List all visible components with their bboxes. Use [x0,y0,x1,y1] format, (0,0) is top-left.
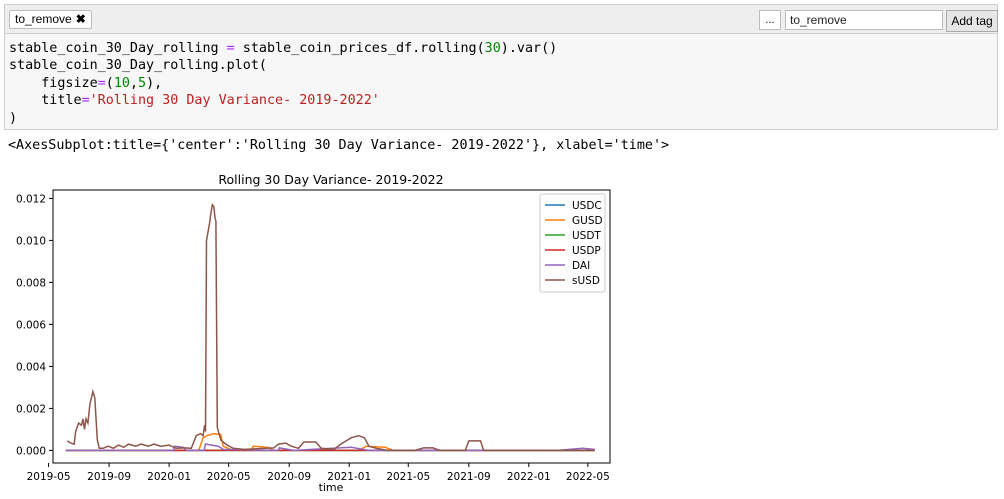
code-token: stable_coin_30_Day_rolling [9,41,227,56]
code-line: stable_coin_30_Day_rolling.plot( [9,58,267,73]
y-tick-label: 0.002 [16,403,46,415]
legend-label: DAI [572,260,590,272]
y-tick-label: 0.008 [16,277,46,289]
code-token: = [97,75,106,91]
tag-toolbar: to_remove ✖ ... Add tag [4,4,998,33]
code-token: stable_coin_prices_df.rolling( [234,41,485,56]
tag-chip[interactable]: to_remove ✖ [9,10,92,29]
code-token: 5 [138,75,147,91]
code-token: title [9,93,82,109]
series-line-susd [66,202,595,452]
legend-label: USDP [572,245,601,257]
line-chart: Rolling 30 Day Variance- 2019-2022 2019-… [16,172,611,494]
plot-lines [65,202,595,452]
code-editor[interactable]: stable_coin_30_Day_rolling = stable_coin… [9,40,557,127]
y-tick-label: 0.004 [16,361,46,373]
x-tick-label: 2021-01 [327,471,371,483]
code-token: , [129,75,138,91]
code-token: stable_coin_30_Day_rolling.plot( [9,58,267,74]
cell-output-repr: <AxesSubplot:title={'center':'Rolling 30… [8,138,670,153]
code-line: title='Rolling 30 Day Variance- 2019-202… [9,93,380,108]
code-line: figsize=(10,5), [9,76,162,91]
code-token: ).var() [500,41,558,56]
x-tick-label: 2019-05 [27,471,71,483]
x-tick-label: 2022-01 [507,471,551,483]
legend-label: USDC [572,200,602,212]
x-tick-label: 2021-05 [386,471,430,483]
x-tick-label: 2020-01 [147,471,191,483]
code-token: ), [146,75,163,91]
x-tick-label: 2021-09 [447,471,491,483]
y-tick-label: 0.010 [16,235,46,247]
code-token: ( [105,75,114,91]
tag-input[interactable] [785,10,943,30]
legend-label: USDT [572,230,601,242]
x-tick-label: 2020-09 [267,471,311,483]
y-tick-label: 0.000 [16,445,46,457]
y-tick-label: 0.012 [16,193,46,205]
code-token: ) [9,110,18,126]
x-tick-label: 2022-05 [566,471,610,483]
code-line: stable_coin_30_Day_rolling = stable_coin… [9,41,557,56]
code-token: = [81,93,90,109]
plot-frame [52,189,611,464]
y-tick-label: 0.006 [16,319,46,331]
legend-label: sUSD [572,275,600,287]
code-token: figsize [9,75,98,91]
chart-title: Rolling 30 Day Variance- 2019-2022 [218,172,443,187]
code-cell[interactable]: stable_coin_30_Day_rolling = stable_coin… [4,33,998,130]
tag-chip-label: to_remove [15,12,72,26]
code-token: = [226,41,235,56]
axis-ticks: 2019-05 2019-09 2020-01 2020-05 2020-09 2021-… [16,193,610,483]
add-tag-button[interactable]: Add tag [946,10,998,32]
code-token: 30 [484,41,501,56]
x-tick-label: 2019-09 [87,471,131,483]
code-token: 10 [113,75,130,91]
remove-tag-icon[interactable]: ✖ [75,12,86,26]
code-token: 'Rolling 30 Day Variance- 2019-2022' [89,93,380,109]
x-tick-label: 2020-05 [207,471,251,483]
x-axis-label: time [319,481,344,494]
legend-box [539,193,606,293]
more-button[interactable]: ... [759,10,781,30]
legend-label: GUSD [572,215,603,227]
legend: USDC GUSD USDT USDP DAI sUSD [539,193,606,293]
code-line: ) [9,111,17,126]
